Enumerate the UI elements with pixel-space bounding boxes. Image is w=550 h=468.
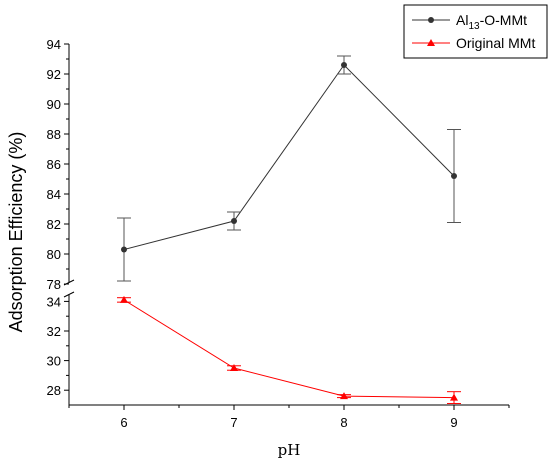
- series-layer: [117, 55, 461, 405]
- x-tick-label: 8: [340, 415, 347, 430]
- y-tick-label: 88: [47, 127, 61, 142]
- y-tick-label: 80: [47, 247, 61, 262]
- legend-subscript: 13: [468, 21, 480, 32]
- legend-label-original: Original MMt: [456, 35, 535, 51]
- data-point: [230, 364, 238, 371]
- legend-label-al13: Al13-O-MMt: [456, 12, 527, 32]
- y-tick-label: 78: [47, 277, 61, 292]
- y-tick-label: 34: [47, 294, 61, 309]
- data-point: [451, 173, 457, 179]
- x-tick-label: 9: [450, 415, 457, 430]
- y-tick-label: 94: [47, 37, 61, 52]
- y-tick-label: 32: [47, 324, 61, 339]
- y-tick-label: 90: [47, 97, 61, 112]
- legend-marker-original: [427, 39, 435, 46]
- data-point: [231, 218, 237, 224]
- y-tick-label: 86: [47, 157, 61, 172]
- data-point: [341, 62, 347, 68]
- data-point: [120, 295, 128, 303]
- data-point: [450, 393, 458, 401]
- y-axis-title: Adsorption Efficiency (%): [6, 132, 26, 333]
- series-line-0: [123, 64, 455, 250]
- data-point: [121, 246, 127, 253]
- y-tick-label: 84: [47, 187, 61, 202]
- series-line-1: [123, 299, 455, 399]
- legend: Al13-O-MMt Original MMt: [403, 4, 548, 59]
- y-tick-label: 92: [47, 67, 61, 82]
- legend-marker-al13: [428, 17, 434, 23]
- data-point: [340, 392, 348, 400]
- axis-break-mark: [63, 291, 75, 298]
- legend-box: [403, 4, 548, 59]
- y-tick-label: 30: [47, 354, 61, 369]
- y-tick-label: 82: [47, 217, 61, 232]
- x-axis-title: pH: [278, 441, 301, 459]
- x-tick-label: 7: [230, 415, 237, 430]
- x-tick-label: 6: [120, 415, 127, 430]
- y-tick-label: 28: [47, 383, 61, 398]
